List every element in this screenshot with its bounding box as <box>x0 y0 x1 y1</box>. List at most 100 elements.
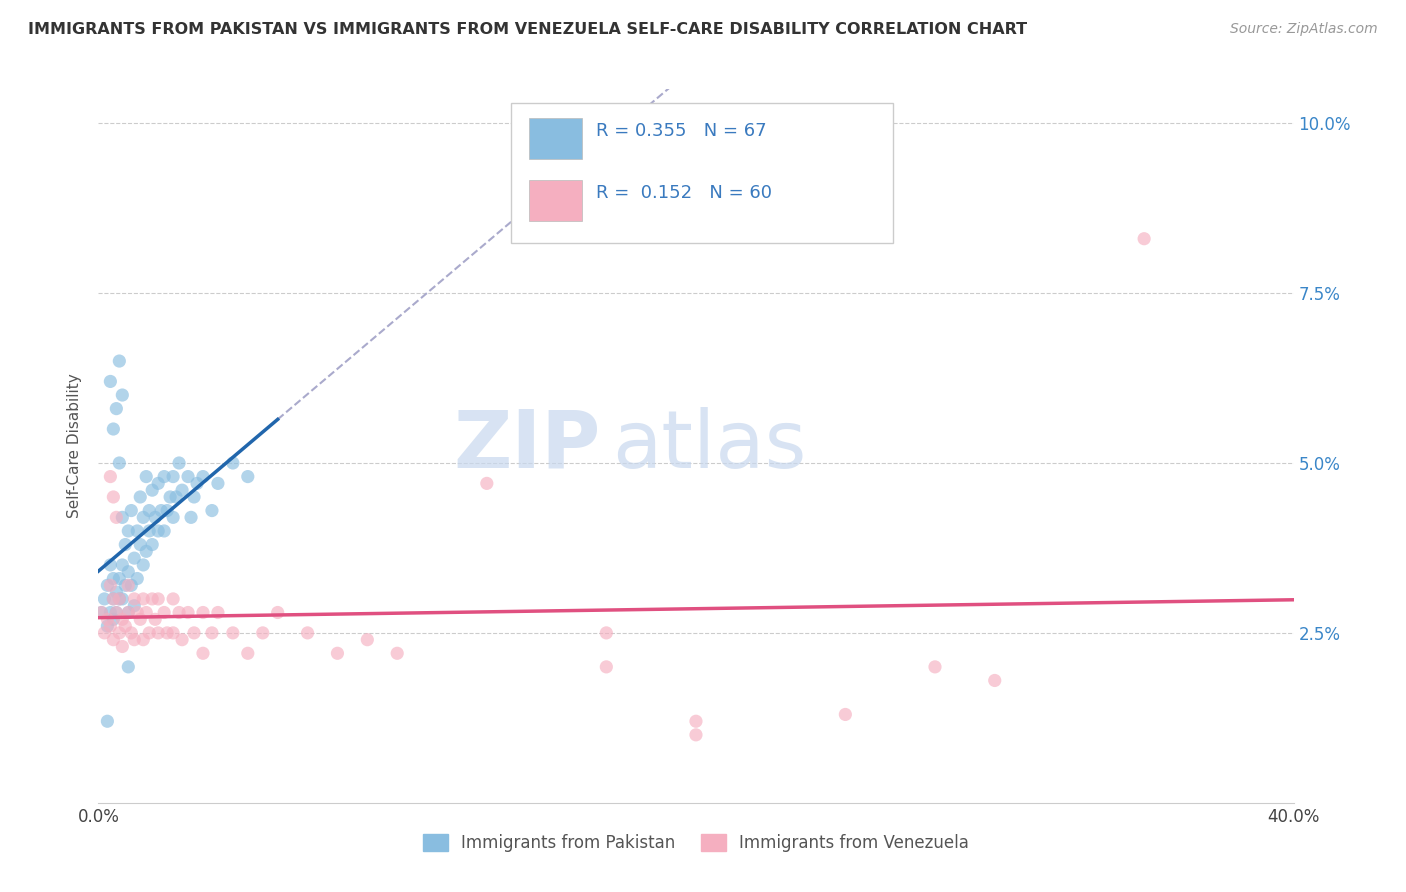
Point <box>172 483 194 498</box>
Point <box>127 572 149 586</box>
Point <box>124 591 146 606</box>
Point <box>183 626 205 640</box>
Point <box>222 626 245 640</box>
Text: IMMIGRANTS FROM PAKISTAN VS IMMIGRANTS FROM VENEZUELA SELF-CARE DISABILITY CORRE: IMMIGRANTS FROM PAKISTAN VS IMMIGRANTS F… <box>28 22 1028 37</box>
Point <box>207 606 229 620</box>
Point <box>129 612 152 626</box>
Point <box>177 606 200 620</box>
Point <box>120 626 142 640</box>
Point <box>191 469 214 483</box>
Point <box>108 591 131 606</box>
Point <box>132 632 155 647</box>
Point <box>98 578 122 592</box>
Point <box>143 510 166 524</box>
Point <box>103 632 125 647</box>
Point <box>103 490 125 504</box>
Point <box>132 558 155 572</box>
Point <box>90 606 112 620</box>
Point <box>129 490 152 504</box>
Point <box>103 591 125 606</box>
Point <box>105 606 128 620</box>
Point <box>148 626 170 640</box>
Point <box>148 476 170 491</box>
Text: ZIP: ZIP <box>453 407 600 485</box>
Point <box>93 626 115 640</box>
Point <box>186 476 208 491</box>
Point <box>153 469 176 483</box>
Point <box>90 606 112 620</box>
Point <box>108 354 131 368</box>
Point <box>141 537 163 551</box>
Point <box>165 490 187 504</box>
Point <box>117 524 139 538</box>
Point <box>595 660 617 674</box>
Point <box>111 591 134 606</box>
Point <box>141 483 163 498</box>
Point <box>162 591 184 606</box>
Point <box>98 619 122 633</box>
Point <box>1133 232 1156 246</box>
Point <box>108 626 131 640</box>
Point <box>148 524 170 538</box>
Point <box>924 660 946 674</box>
Point <box>183 490 205 504</box>
Point <box>222 456 245 470</box>
Point <box>103 591 125 606</box>
Point <box>150 503 173 517</box>
Point <box>162 510 184 524</box>
Point <box>153 606 176 620</box>
Point <box>98 469 122 483</box>
Point <box>96 578 118 592</box>
Point <box>108 572 131 586</box>
Point <box>143 612 166 626</box>
Point <box>201 503 224 517</box>
Point <box>162 469 184 483</box>
Point <box>111 510 134 524</box>
Point <box>124 632 146 647</box>
Point <box>297 626 319 640</box>
Point <box>129 537 152 551</box>
Point <box>124 599 146 613</box>
Point <box>191 606 214 620</box>
Point <box>156 626 179 640</box>
FancyBboxPatch shape <box>529 180 582 221</box>
Point <box>111 640 134 654</box>
Point <box>834 707 856 722</box>
Point <box>127 606 149 620</box>
Point <box>685 714 707 729</box>
Point <box>138 626 160 640</box>
Point <box>108 591 131 606</box>
Point <box>93 591 115 606</box>
Point <box>236 469 259 483</box>
Point <box>267 606 290 620</box>
Point <box>120 578 142 592</box>
Point <box>127 524 149 538</box>
Point <box>135 606 157 620</box>
Point <box>98 606 122 620</box>
Point <box>105 510 128 524</box>
Point <box>96 612 118 626</box>
Point <box>105 401 128 416</box>
Point <box>103 422 125 436</box>
Point <box>252 626 274 640</box>
Point <box>595 626 617 640</box>
Point <box>148 591 170 606</box>
Point <box>117 606 139 620</box>
Legend: Immigrants from Pakistan, Immigrants from Venezuela: Immigrants from Pakistan, Immigrants fro… <box>416 827 976 859</box>
Point <box>96 619 118 633</box>
Point <box>153 524 176 538</box>
Point <box>236 646 259 660</box>
Point <box>117 606 139 620</box>
Point <box>117 578 139 592</box>
Point <box>984 673 1007 688</box>
Point <box>162 626 184 640</box>
Point <box>103 612 125 626</box>
Point <box>201 626 224 640</box>
Point <box>138 503 160 517</box>
Point <box>685 728 707 742</box>
Point <box>141 591 163 606</box>
Text: atlas: atlas <box>613 407 807 485</box>
FancyBboxPatch shape <box>529 118 582 159</box>
Point <box>135 469 157 483</box>
Point <box>96 714 118 729</box>
